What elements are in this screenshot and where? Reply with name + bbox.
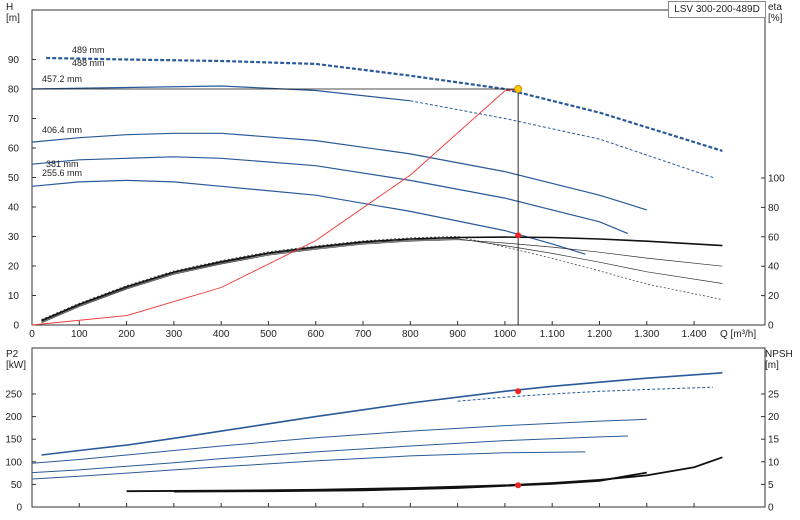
x-tick-label: 1.100	[540, 329, 565, 340]
y-tick-label: 90	[8, 55, 20, 66]
head-curve-457-2-mm-solid	[31, 85, 411, 102]
y2-tick-label: 60	[768, 232, 780, 243]
y2-axis-title-eta-1: [%]	[768, 13, 783, 24]
npsh-tick-label: 20	[768, 412, 780, 423]
y-tick-label: 30	[8, 232, 20, 243]
y2-axis-title-npsh-0: NPSH	[765, 349, 793, 360]
y-tick-label: 70	[8, 114, 20, 125]
head-curve-489-mm	[46, 56, 723, 152]
power-curve-255-6-mm	[31, 451, 586, 480]
y2-tick-label: 80	[768, 203, 780, 214]
head-curve-457-2-mm-dashed	[410, 100, 714, 178]
p2-tick-label: 250	[5, 390, 22, 401]
x-tick-label: 1.200	[587, 329, 612, 340]
system-curve	[31, 88, 519, 326]
x-tick-label: 800	[402, 329, 419, 340]
p2-tick-label: 150	[5, 435, 22, 446]
x-tick-label: 1.400	[682, 329, 707, 340]
x-tick-label: 700	[355, 329, 372, 340]
npsh-point-marker	[515, 482, 522, 489]
efficiency-curve-variant	[41, 236, 723, 320]
npsh-tick-label: 15	[768, 435, 780, 446]
top-plot-frame	[31, 9, 766, 326]
y2-tick-label: 40	[768, 262, 780, 273]
curve-label-457-2-mm: 457.2 mm	[42, 74, 82, 84]
efficiency-curve-variant	[41, 239, 723, 324]
y2-tick-label: 20	[768, 291, 780, 302]
y-tick-label: 40	[8, 203, 20, 214]
y-axis-title-power-1: [kW]	[6, 360, 26, 371]
curve-label-489-mm: 489 mm	[72, 45, 105, 55]
head-curve-381-mm	[31, 156, 629, 235]
x-tick-label: 1.300	[634, 329, 659, 340]
efficiency-curve	[41, 236, 723, 322]
power-curve-489-mm	[41, 372, 723, 456]
power-curve-381-mm	[31, 435, 628, 474]
p2-tick-label: 50	[11, 480, 23, 491]
efficiency-curve-variant	[41, 238, 723, 323]
x-axis-title: Q [m³/h]	[720, 329, 756, 340]
x-tick-label: 400	[213, 329, 230, 340]
x-tick-label: 500	[260, 329, 277, 340]
power-curve-457-2-mm	[457, 386, 714, 402]
npsh-tick-label: 25	[768, 390, 780, 401]
y-tick-label: 0	[13, 321, 19, 332]
npsh-tick-label: 0	[768, 503, 774, 514]
x-tick-label: 100	[71, 329, 88, 340]
x-tick-label: 200	[118, 329, 135, 340]
y-axis-title-power-0: P2	[6, 349, 19, 360]
y2-axis-title-eta-0: eta	[768, 2, 782, 13]
power-curve-406-4-mm	[31, 418, 647, 464]
x-tick-label: 0	[29, 329, 35, 340]
y2-tick-label: 100	[768, 174, 785, 185]
efficiency-point-marker	[515, 232, 522, 239]
y-axis-title-head-1: [m]	[6, 13, 20, 24]
y2-axis-title-npsh-1: [m]	[765, 360, 779, 371]
x-tick-label: 1000	[494, 329, 517, 340]
p2-tick-label: 200	[5, 412, 22, 423]
npsh-tick-label: 10	[768, 457, 780, 468]
bottom-plot-frame	[31, 347, 766, 508]
y-axis-title-head-0: H	[6, 2, 13, 13]
x-tick-label: 900	[449, 329, 466, 340]
curve-label-381-mm: 381 mm	[46, 159, 79, 169]
curve-label-406-4-mm: 406.4 mm	[42, 125, 82, 135]
curve-label-488-mm: 488 mm	[72, 58, 105, 68]
p2-tick-label: 100	[5, 457, 22, 468]
chart-title: LSV 300-200-489D	[668, 1, 766, 18]
x-tick-label: 300	[166, 329, 183, 340]
p2-tick-label: 0	[16, 503, 22, 514]
curve-label-255-6-mm: 255.6 mm	[42, 168, 82, 178]
x-tick-label: 600	[307, 329, 324, 340]
y-tick-label: 10	[8, 291, 20, 302]
y-tick-label: 50	[8, 173, 20, 184]
operating-point-marker	[514, 85, 523, 93]
y-tick-label: 60	[8, 144, 20, 155]
y-tick-label: 80	[8, 85, 20, 96]
npsh-curve	[173, 471, 647, 493]
y-tick-label: 20	[8, 262, 20, 273]
y2-tick-label: 0	[768, 321, 774, 332]
power-point-marker	[515, 388, 522, 395]
npsh-tick-label: 5	[768, 480, 774, 491]
head-curve-406-4-mm	[31, 132, 647, 211]
